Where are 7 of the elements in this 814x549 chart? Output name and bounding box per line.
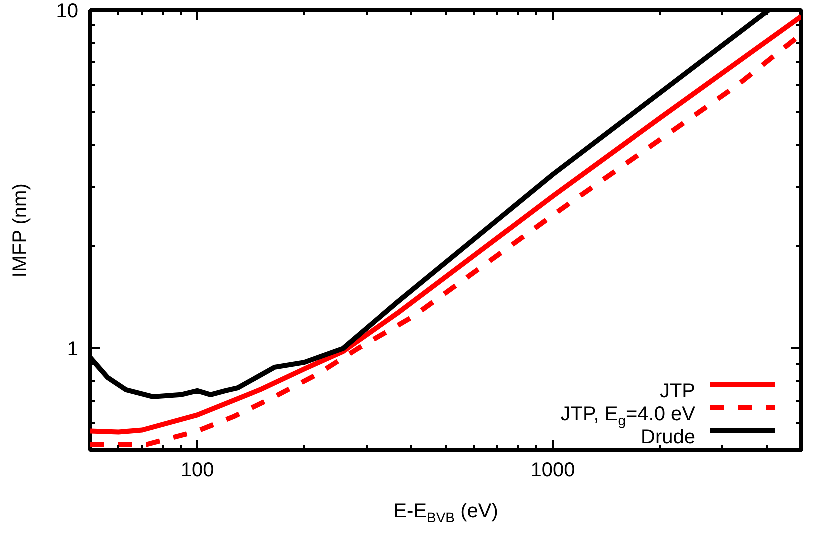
y-tick-label: 1 — [67, 338, 78, 361]
x-tick-label: 1000 — [530, 460, 576, 482]
x-tick-label: 100 — [180, 460, 214, 482]
y-axis-title: IMFP (nm) — [9, 184, 32, 278]
legend-label: JTP — [660, 380, 696, 402]
legend-label: Drude — [641, 426, 696, 448]
y-tick-label: 10 — [56, 0, 79, 22]
